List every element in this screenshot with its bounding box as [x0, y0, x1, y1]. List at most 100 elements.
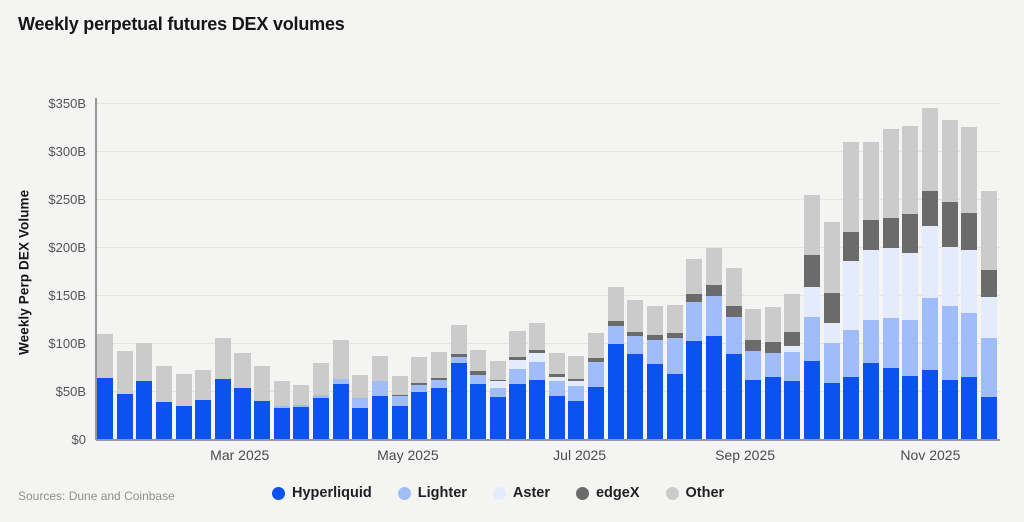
segment-aster	[862, 249, 880, 321]
segment-lighter	[646, 340, 663, 365]
segment-hyperliquid	[293, 407, 310, 440]
x-tick-label: Nov 2025	[900, 447, 961, 463]
bar-week-W15	[371, 355, 389, 440]
bar-week-W10	[273, 381, 290, 440]
segment-hyperliquid	[980, 396, 997, 440]
segment-other	[823, 222, 840, 294]
segment-lighter	[941, 305, 958, 381]
segment-hyperliquid	[607, 344, 624, 440]
segment-lighter	[273, 406, 290, 409]
segment-aster	[804, 287, 821, 318]
segment-other	[450, 324, 467, 354]
gridline-350	[96, 103, 1000, 104]
segment-hyperliquid	[745, 379, 762, 440]
bar-week-W23	[529, 322, 546, 440]
bar-week-W45	[961, 127, 978, 440]
segment-other	[843, 142, 860, 232]
segment-lighter	[588, 362, 605, 388]
segment-other	[352, 374, 369, 398]
bar-week-W2	[116, 350, 133, 440]
segment-hyperliquid	[804, 361, 821, 440]
legend-item-other: Other	[665, 485, 725, 501]
bar-week-W25	[568, 355, 585, 440]
segment-other	[548, 352, 565, 374]
segment-lighter	[332, 378, 349, 385]
segment-hyperliquid	[784, 381, 801, 440]
bar-week-W18	[430, 351, 447, 440]
segment-hyperliquid	[921, 369, 938, 440]
segment-lighter	[352, 397, 369, 409]
segment-lighter	[686, 301, 703, 342]
segment-edgex	[980, 270, 997, 297]
segment-edgex	[784, 331, 801, 346]
segment-lighter	[313, 394, 330, 398]
bar-week-W35	[764, 306, 781, 440]
bar-week-W11	[293, 385, 310, 440]
segment-edgex	[725, 305, 742, 318]
gridline-150	[96, 295, 1000, 296]
segment-edgex	[902, 214, 919, 253]
segment-hyperliquid	[627, 353, 644, 440]
segment-other	[234, 352, 251, 389]
y-tick-label: $50B	[55, 384, 86, 399]
segment-other	[941, 120, 958, 202]
segment-lighter	[529, 362, 546, 381]
segment-hyperliquid	[352, 408, 369, 440]
bar-week-W46	[980, 191, 997, 440]
legend-item-aster: Aster	[492, 485, 550, 501]
segment-lighter	[548, 381, 565, 396]
segment-aster	[941, 247, 958, 306]
segment-other	[862, 142, 880, 221]
bar-week-W7	[214, 338, 231, 440]
segment-lighter	[745, 350, 762, 380]
segment-edgex	[686, 294, 703, 302]
segment-other	[804, 195, 821, 255]
y-tick-label: $300B	[48, 144, 86, 159]
segment-other	[529, 322, 546, 350]
segment-edgex	[666, 333, 683, 339]
bar-series	[97, 104, 997, 440]
bar-week-W34	[745, 308, 762, 440]
segment-hyperliquid	[882, 368, 899, 440]
segment-hyperliquid	[489, 396, 506, 440]
legend-label: Lighter	[417, 485, 467, 501]
bar-week-W4	[155, 366, 172, 440]
segment-hyperliquid	[155, 401, 172, 440]
segment-lighter	[882, 318, 899, 368]
segment-hyperliquid	[97, 377, 114, 440]
segment-other	[921, 107, 938, 192]
segment-edgex	[764, 342, 781, 353]
bar-week-W29	[646, 305, 663, 440]
gridline-250	[96, 199, 1000, 200]
bar-week-W41	[882, 129, 899, 440]
legend-dot-lighter	[397, 486, 411, 500]
segment-hyperliquid	[430, 388, 447, 440]
segment-edgex	[882, 218, 899, 249]
y-tick-label: $200B	[48, 240, 86, 255]
bar-week-W8	[234, 352, 251, 440]
x-tick-label: Sep 2025	[715, 447, 776, 463]
segment-hyperliquid	[588, 387, 605, 440]
segment-lighter	[902, 320, 919, 376]
segment-other	[666, 304, 683, 334]
legend-dot-other	[665, 486, 679, 500]
bar-week-W36	[784, 294, 801, 440]
segment-hyperliquid	[568, 400, 585, 440]
segment-lighter	[430, 379, 447, 389]
segment-edgex	[391, 394, 408, 396]
segment-edgex	[430, 377, 447, 380]
segment-hyperliquid	[254, 400, 271, 440]
segment-other	[646, 305, 663, 336]
segment-hyperliquid	[764, 376, 781, 440]
segment-hyperliquid	[509, 384, 526, 440]
segment-other	[214, 338, 231, 379]
segment-lighter	[509, 368, 526, 385]
x-axis-line	[96, 439, 1000, 441]
legend-label: Other	[685, 485, 725, 501]
segment-aster	[509, 360, 526, 369]
segment-other	[97, 334, 114, 378]
bar-week-W43	[921, 107, 938, 440]
segment-lighter	[568, 386, 585, 401]
plot-area	[95, 98, 1000, 441]
segment-other	[195, 369, 212, 400]
